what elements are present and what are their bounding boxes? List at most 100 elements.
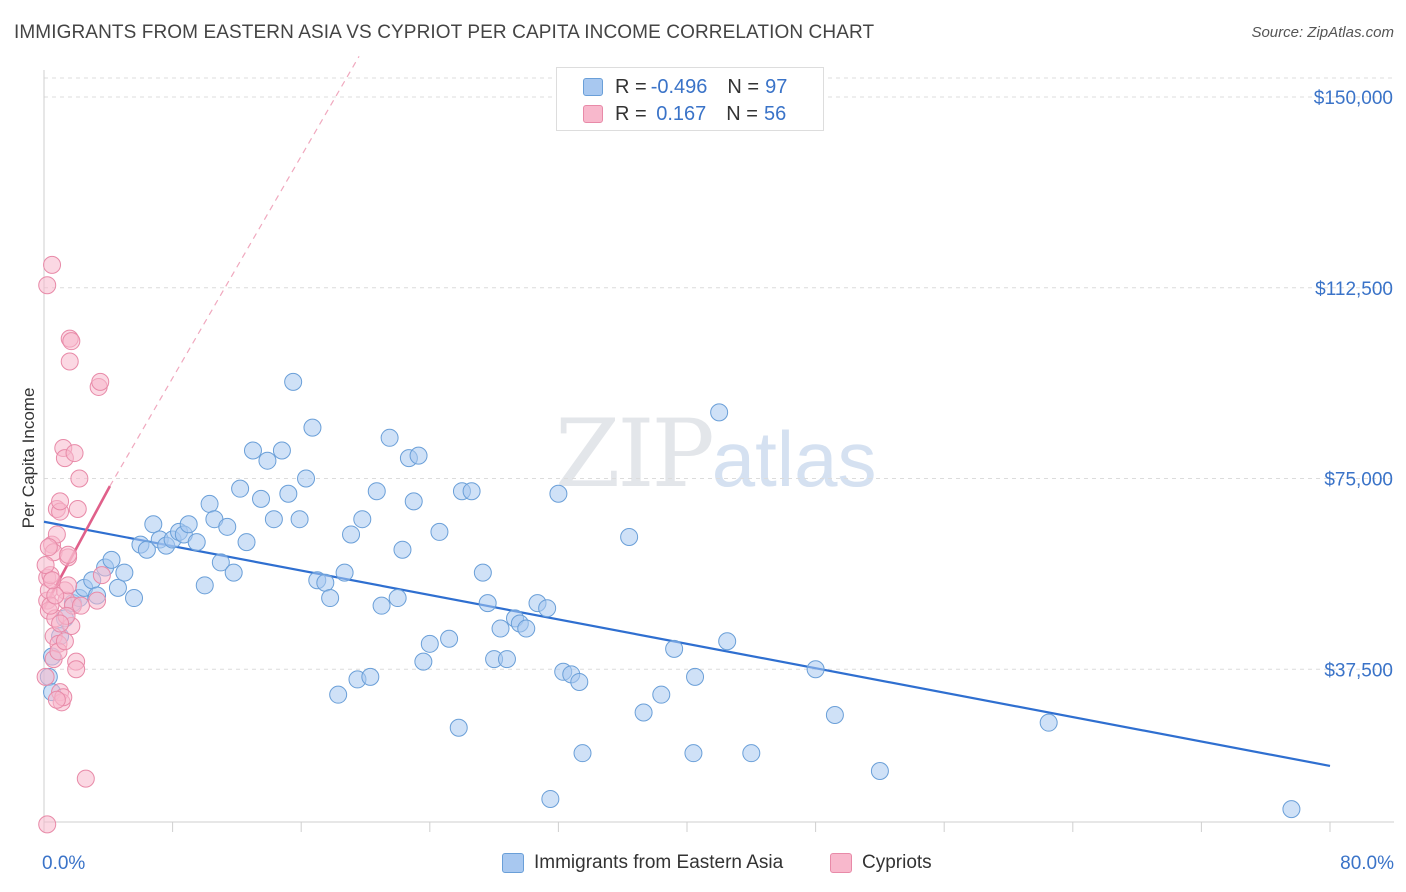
data-point-eastern-asia [462, 482, 481, 501]
data-point-cypriots [43, 571, 62, 590]
data-point-cypriots [55, 632, 74, 651]
data-point-cypriots [46, 586, 65, 605]
data-point-eastern-asia [473, 563, 492, 582]
data-point-eastern-asia [218, 517, 237, 536]
axis-labels: $37,500 $75,000 $112,500 $150,000 0.0% 80.0% P… [19, 88, 1394, 874]
data-point-eastern-asia [258, 451, 277, 470]
data-point-eastern-asia [367, 482, 386, 501]
data-point-eastern-asia [200, 494, 219, 513]
trend-line-extended [109, 56, 360, 487]
legend-r-label: R = [615, 102, 647, 125]
legend-r-value: -0.496 [650, 75, 708, 98]
data-point-cypriots [43, 255, 62, 274]
data-point-eastern-asia [541, 789, 560, 808]
data-point-eastern-asia [342, 525, 361, 544]
x-tick-label: 0.0% [42, 853, 85, 874]
data-point-eastern-asia [144, 515, 163, 534]
bottom-legend-label-cypriots: Cypriots [862, 852, 932, 873]
data-point-eastern-asia [372, 596, 391, 615]
data-point-eastern-asia [243, 441, 262, 460]
axes [43, 70, 1394, 832]
data-point-eastern-asia [409, 446, 428, 465]
legend-swatch-eastern-asia [583, 78, 603, 96]
legend-row-eastern-asia: R = -0.496 N = 97 [583, 75, 787, 99]
data-point-eastern-asia [620, 527, 639, 546]
data-point-eastern-asia [211, 553, 230, 572]
legend-n-label: N = [726, 102, 758, 125]
data-point-cypriots [51, 614, 70, 633]
data-point-eastern-asia [361, 667, 380, 686]
data-point-cypriots [59, 576, 78, 595]
data-point-eastern-asia [231, 479, 250, 498]
data-point-eastern-asia [335, 563, 354, 582]
data-point-cypriots [68, 500, 87, 519]
data-point-eastern-asia [264, 510, 283, 529]
data-point-eastern-asia [742, 744, 761, 763]
data-point-cypriots [65, 444, 84, 463]
data-point-eastern-asia [102, 550, 121, 569]
data-point-cypriots [88, 591, 107, 610]
data-point-eastern-asia [634, 703, 653, 722]
data-point-eastern-asia [806, 660, 825, 679]
data-point-cypriots [91, 372, 110, 391]
data-point-eastern-asia [825, 706, 844, 725]
y-tick-label: $112,500 [1315, 279, 1393, 300]
y-tick-label: $150,000 [1314, 88, 1393, 109]
legend-swatch-cypriots [583, 105, 603, 123]
data-point-cypriots [38, 276, 57, 295]
data-point-eastern-asia [290, 510, 309, 529]
data-point-eastern-asia [517, 619, 536, 638]
data-point-eastern-asia [478, 594, 497, 613]
data-point-eastern-asia [491, 619, 510, 638]
y-tick-label: $75,000 [1324, 470, 1393, 491]
legend-n-value: 97 [765, 75, 788, 98]
source-label: Source: ZipAtlas.com [1251, 24, 1394, 41]
watermark: ZIPatlas [555, 400, 876, 509]
data-point-eastern-asia [404, 492, 423, 511]
data-point-eastern-asia [710, 403, 729, 422]
data-point-eastern-asia [665, 639, 684, 658]
data-point-eastern-asia [684, 744, 703, 763]
chart-title: IMMIGRANTS FROM EASTERN ASIA VS CYPRIOT … [14, 22, 875, 43]
data-point-eastern-asia [497, 650, 516, 669]
data-point-eastern-asia [538, 599, 557, 618]
legend-n-label: N = [727, 75, 760, 98]
data-point-eastern-asia [388, 589, 407, 608]
data-point-cypriots [76, 769, 95, 788]
bottom-legend-eastern-asia: Immigrants from Eastern Asia [502, 852, 783, 874]
data-point-cypriots [38, 815, 57, 834]
data-point-eastern-asia [115, 563, 134, 582]
bottom-legend-swatch-eastern-asia [502, 853, 524, 873]
watermark-zip: ZIP [555, 400, 715, 509]
data-point-eastern-asia [652, 685, 671, 704]
legend-r-value: 0.167 [650, 102, 707, 125]
data-point-eastern-asia [179, 515, 198, 534]
legend-r-label: R = [615, 75, 647, 98]
bottom-legend-swatch-cypriots [830, 853, 852, 873]
data-point-eastern-asia [224, 563, 243, 582]
data-point-eastern-asia [1039, 713, 1058, 732]
data-point-eastern-asia [870, 761, 889, 780]
data-point-cypriots [51, 492, 70, 511]
data-point-eastern-asia [237, 533, 256, 552]
data-point-eastern-asia [440, 629, 459, 648]
data-point-eastern-asia [316, 573, 335, 592]
watermark-atlas: atlas [711, 415, 877, 503]
legend: R = -0.496 N = 97 R = 0.167 N = 56 [556, 67, 824, 131]
data-point-eastern-asia [187, 533, 206, 552]
data-point-eastern-asia [718, 632, 737, 651]
legend-row-cypriots: R = 0.167 N = 56 [583, 102, 786, 126]
data-point-eastern-asia [449, 718, 468, 737]
data-point-cypriots [60, 352, 79, 371]
data-point-cypriots [36, 667, 55, 686]
data-point-cypriots [39, 538, 58, 557]
data-point-cypriots [62, 332, 81, 351]
data-point-cypriots [71, 596, 90, 615]
bottom-legend-label-eastern-asia: Immigrants from Eastern Asia [534, 852, 784, 873]
data-point-eastern-asia [125, 589, 144, 608]
bottom-legend-cypriots: Cypriots [830, 852, 932, 874]
data-point-cypriots [36, 555, 55, 574]
data-point-eastern-asia [303, 418, 322, 437]
data-point-cypriots [92, 566, 111, 585]
data-point-cypriots [59, 545, 78, 564]
